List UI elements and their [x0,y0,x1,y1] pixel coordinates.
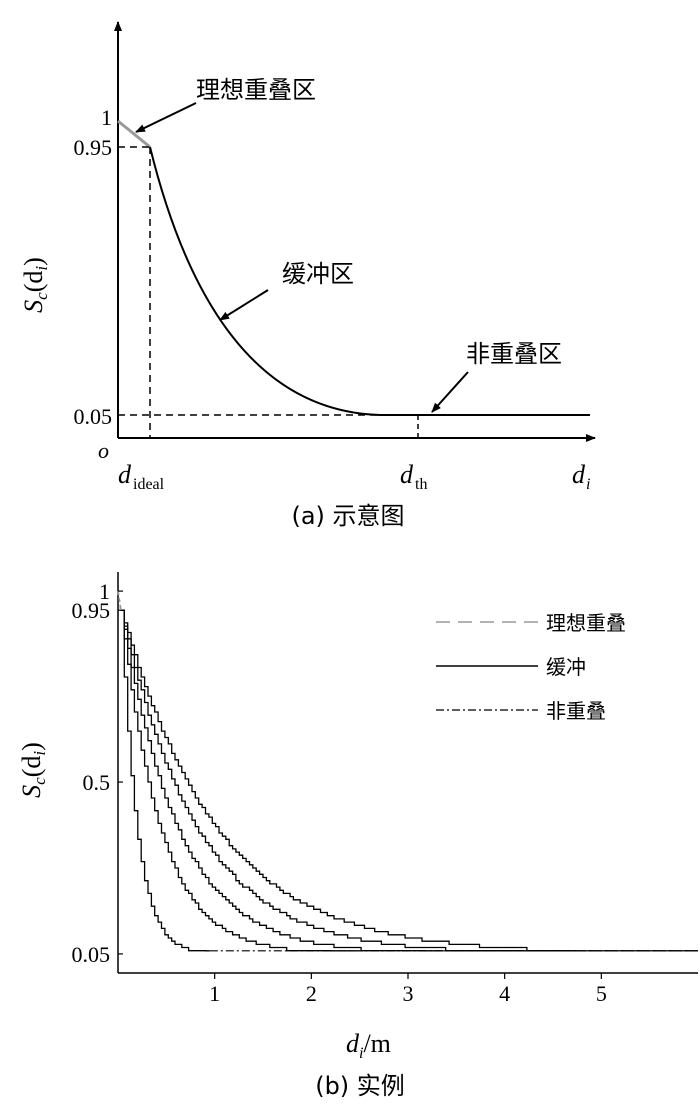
b-ytick-label-0: 1 [99,579,110,604]
b-xticks: 1 2 3 4 5 [209,973,607,1006]
b-xtick-label-0: 1 [209,981,220,1006]
a-ytick-005: 0.05 [74,404,113,429]
b-legend-ideal-label: 理想重叠 [546,611,626,635]
a-region-non-label: 非重叠区 [466,340,562,368]
a-xlabel: di [572,460,590,493]
a-region-non-arrow [431,371,469,413]
b-xtick-label-2: 3 [403,981,414,1006]
b-series-4-ideal [117,590,122,611]
b-legend-buffer-label: 缓冲 [546,655,586,679]
b-legend: 理想重叠 缓冲 非重叠 [436,611,626,723]
panel-a: 1 0.95 0.05 o d ideal d th di Sc(di) 理想重叠区… [19,21,596,530]
a-ytick-095: 0.95 [74,135,113,160]
b-xlabel: di/m [346,1029,391,1062]
a-origin-label: o [98,438,109,463]
b-plot-area [118,572,698,973]
b-yticks: 10.95 0.5 0.05 [72,579,123,967]
a-ylabel: Sc(di) [19,257,51,313]
b-series-2-buffer [120,609,442,952]
b-ytick-label-1: 0.95 [72,598,111,623]
b-legend-non-label: 非重叠 [546,699,606,723]
b-caption: (b) 实例 [315,1072,405,1100]
a-caption: (a) 示意图 [291,502,404,530]
a-region-buffer-label: 缓冲区 [282,260,354,288]
b-xtick-label-3: 4 [499,981,510,1006]
b-series-4-buffer [120,609,573,952]
b-xtick-label-4: 5 [596,981,607,1006]
a-ytick-1: 1 [101,105,112,130]
a-xtick-dth: d th [400,460,427,493]
b-series-3-buffer [120,609,525,952]
a-buffer-curve [149,146,381,416]
b-ytick-label-3: 0.05 [72,942,111,967]
b-ylabel: Sc(di) [17,742,49,798]
b-curves [117,590,698,952]
a-ideal-segment [117,119,151,149]
a-region-ideal-arrow [135,102,197,133]
a-region-buffer-arrow [219,289,269,321]
b-series-1-buffer [120,609,355,952]
a-xtick-dideal: d ideal [118,460,165,493]
b-series-0-buffer [120,609,210,952]
a-region-ideal-label: 理想重叠区 [196,76,316,104]
b-ytick-label-2: 0.5 [83,770,111,795]
b-xtick-label-1: 2 [306,981,317,1006]
